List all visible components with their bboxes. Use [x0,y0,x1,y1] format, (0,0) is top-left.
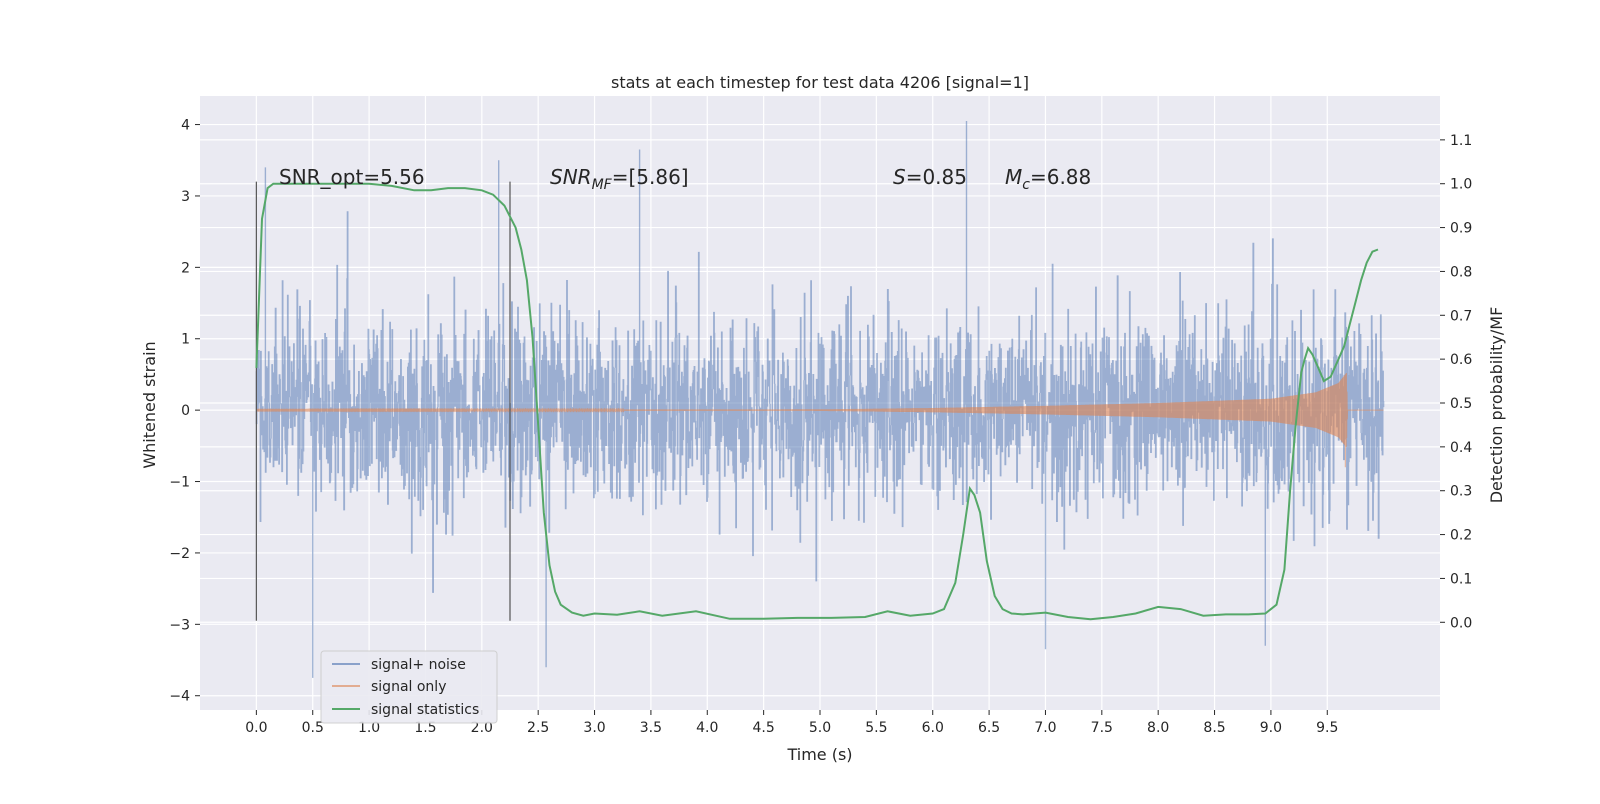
legend-box [320,650,498,724]
right-y-tick-label: 0.2 [1450,528,1472,544]
marker-lines [255,181,1379,621]
right-y-tick-labels: 0.0 0.1 0.2 0.3 0.4 0.5 0.6 0.7 0.8 0.9 1.0 1.1 [1440,133,1472,631]
y-tick-label: 0 [181,403,190,419]
annotation-overlap: S=0.85 [893,165,967,189]
right-y-tick-label: 0.8 [1450,264,1472,280]
y-tick-label: 1 [181,332,190,348]
x-tick-label: 2.5 [527,720,549,736]
legend-label-signal: signal only [371,679,446,695]
x-tick-label: 2.0 [471,720,493,736]
y-tick-label: 3 [181,189,190,205]
x-tick-label: 7.0 [1034,720,1056,736]
y-tick-label: −1 [169,475,190,491]
annotation-snr-mf-symbol: SNR [550,165,592,189]
y-tick-label: 2 [181,260,190,276]
x-tick-label: 6.5 [978,720,1000,736]
y-tick-label: −2 [169,546,190,562]
annotation-chirp-mass-subscript: c [1022,177,1030,193]
annotation-chirp-mass: Mc=6.88 [1005,165,1091,193]
annotation-overlap-symbol: S [893,165,906,189]
x-tick-label: 4.0 [696,720,718,736]
annotation-overlap-value: =0.85 [906,165,967,189]
x-tick-label: 5.5 [865,720,887,736]
x-tick-label: 3.0 [583,720,605,736]
right-y-tick-label: 0.3 [1450,484,1472,500]
y-tick-label: −3 [169,617,190,633]
x-tick-label: 5.0 [809,720,831,736]
series-signal-statistics-line [255,182,1379,621]
data-layer [255,121,1385,678]
y-axis-label: Whitened strain [140,341,159,468]
x-tick-label: 8.0 [1147,720,1169,736]
x-tick-label: 9.5 [1316,720,1338,736]
right-y-axis-label: Detection probability/MF [1487,307,1506,504]
legend: signal+ noise signal only signal statist… [320,650,498,724]
series-signal-only-line [255,372,1384,468]
x-tick-label: 1.5 [414,720,436,736]
annotation-chirp-mass-value: =6.88 [1030,165,1091,189]
y-tick-labels: −4 −3 −2 −1 0 1 2 3 4 [169,118,200,705]
annotation-chirp-mass-symbol: M [1005,165,1022,189]
right-y-tick-label: 0.9 [1450,221,1472,237]
x-tick-label: 1.0 [358,720,380,736]
right-y-tick-label: 0.5 [1450,396,1472,412]
annotation-snr-opt: SNR_opt=5.56 [279,165,425,189]
right-y-tick-label: 0.1 [1450,571,1472,587]
x-tick-label: 4.5 [753,720,775,736]
y-tick-label: 4 [181,118,190,134]
x-tick-label: 3.5 [640,720,662,736]
x-tick-label: 6.0 [922,720,944,736]
y-tick-label: −4 [169,689,190,705]
right-y-tick-label: 1.1 [1450,133,1472,149]
right-y-tick-label: 0.4 [1450,440,1472,456]
annotation-snr-mf-subscript: MF [592,177,613,193]
x-axis-label: Time (s) [786,745,852,764]
annotation-snr-mf-value: =[5.86] [612,165,689,189]
x-tick-labels: 0.0 0.5 1.0 1.5 2.0 2.5 3.0 3.5 4.0 4.5 5.0 5.5 6.0 6… [245,710,1338,736]
x-tick-label: 0.0 [245,720,267,736]
x-tick-label: 0.5 [302,720,324,736]
right-y-tick-label: 0.7 [1450,308,1472,324]
right-y-tick-label: 0.6 [1450,352,1472,368]
right-y-tick-label: 1.0 [1450,177,1472,193]
legend-label-statistics: signal statistics [371,702,479,718]
x-tick-label: 8.5 [1203,720,1225,736]
x-tick-label: 9.0 [1260,720,1282,736]
chart-title: stats at each timestep for test data 420… [611,73,1029,92]
annotation-snr-mf: SNRMF=[5.86] [550,165,689,193]
right-y-tick-label: 0.0 [1450,615,1472,631]
x-tick-label: 7.5 [1091,720,1113,736]
legend-label-noise: signal+ noise [371,657,466,673]
